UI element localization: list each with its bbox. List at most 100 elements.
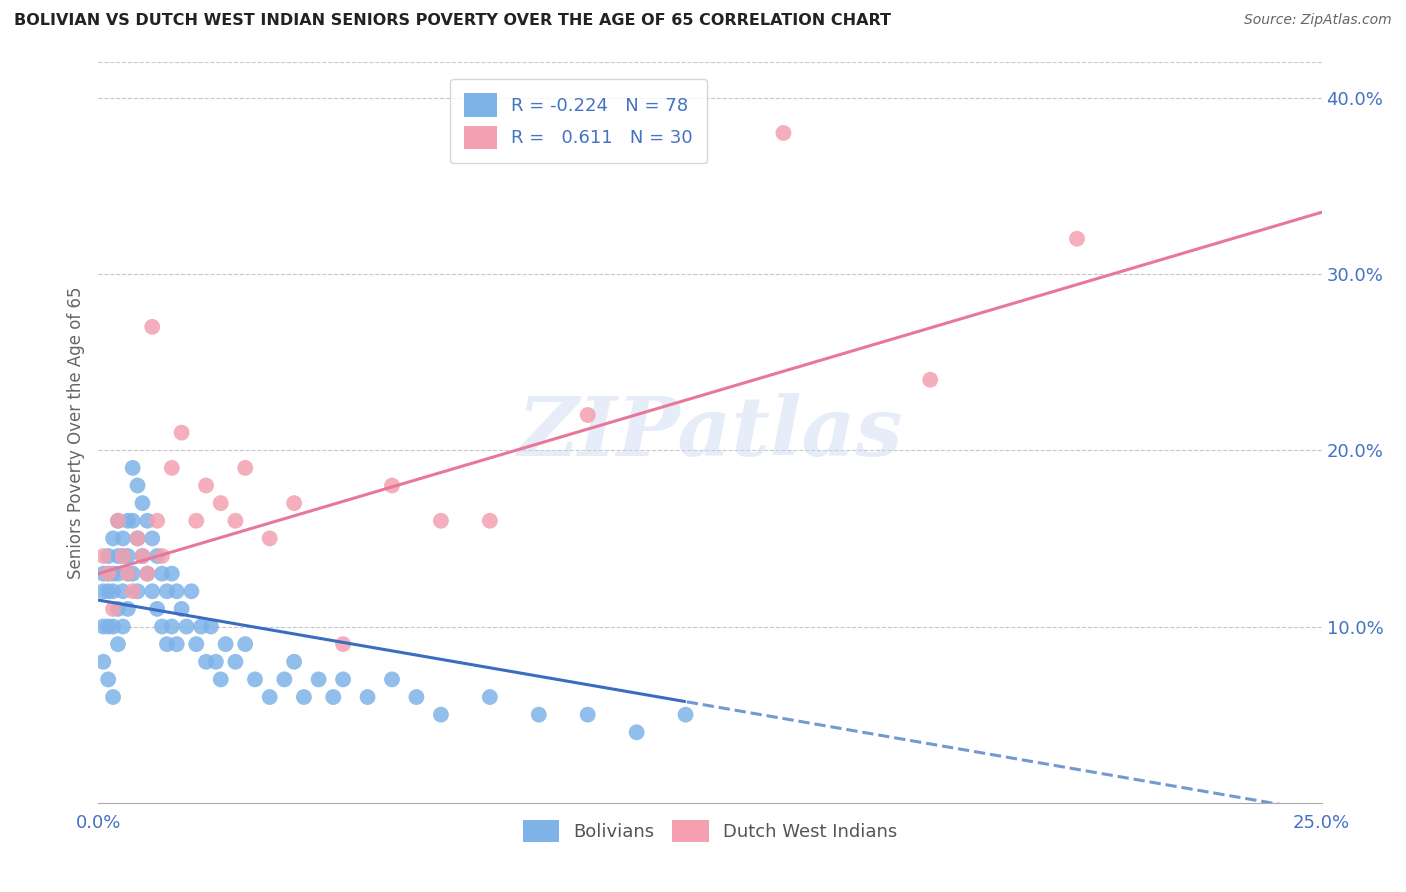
Point (107, 514, 129, 528)
Point (97, 566, 120, 581)
Point (156, 637, 179, 651)
Point (195, 478, 218, 492)
Point (127, 478, 149, 492)
Point (259, 690, 281, 704)
Point (405, 690, 427, 704)
Point (141, 319, 163, 334)
Point (97, 619, 120, 633)
Point (243, 673, 266, 687)
Point (150, 619, 173, 633)
Point (131, 549, 153, 563)
Point (186, 637, 208, 651)
Point (920, 373, 942, 387)
Point (283, 496, 305, 510)
Point (233, 461, 256, 475)
Point (332, 637, 354, 651)
Point (91, 655, 114, 669)
Point (381, 673, 404, 687)
Point (478, 690, 501, 704)
Point (91, 584, 114, 599)
Point (176, 619, 198, 633)
Point (121, 584, 143, 599)
Point (308, 673, 330, 687)
Point (121, 461, 143, 475)
Point (101, 690, 124, 704)
Point (576, 707, 599, 722)
Point (136, 514, 159, 528)
Point (170, 602, 193, 616)
Point (332, 673, 354, 687)
Point (111, 549, 134, 563)
Point (259, 532, 281, 546)
Point (166, 584, 188, 599)
Point (111, 619, 134, 633)
Point (209, 496, 232, 510)
Point (107, 602, 129, 616)
Point (117, 566, 139, 581)
Point (273, 673, 295, 687)
Point (97, 549, 120, 563)
Text: BOLIVIAN VS DUTCH WEST INDIAN SENIORS POVERTY OVER THE AGE OF 65 CORRELATION CHA: BOLIVIAN VS DUTCH WEST INDIAN SENIORS PO… (14, 13, 891, 29)
Point (283, 655, 305, 669)
Point (160, 461, 183, 475)
Point (117, 602, 139, 616)
Point (150, 549, 173, 563)
Point (195, 655, 218, 669)
Point (91, 566, 114, 581)
Point (127, 532, 149, 546)
Point (127, 584, 149, 599)
Point (117, 514, 139, 528)
Point (214, 637, 236, 651)
Point (91, 549, 114, 563)
Point (101, 619, 124, 633)
Point (772, 126, 794, 140)
Point (141, 584, 163, 599)
Y-axis label: Seniors Poverty Over the Age of 65: Seniors Poverty Over the Age of 65 (66, 286, 84, 579)
Point (131, 549, 153, 563)
Point (576, 408, 599, 422)
Point (131, 496, 153, 510)
Point (292, 690, 315, 704)
Point (1066, 232, 1088, 246)
Point (111, 532, 134, 546)
Point (160, 619, 183, 633)
Point (209, 673, 232, 687)
Point (111, 584, 134, 599)
Point (166, 637, 188, 651)
Point (107, 514, 129, 528)
Point (97, 673, 120, 687)
Point (150, 566, 173, 581)
Point (160, 566, 183, 581)
Point (101, 566, 124, 581)
Point (101, 602, 124, 616)
Point (626, 725, 648, 739)
Point (101, 532, 124, 546)
Point (156, 584, 179, 599)
Point (136, 566, 159, 581)
Point (141, 532, 163, 546)
Point (107, 566, 129, 581)
Point (111, 549, 134, 563)
Point (97, 584, 120, 599)
Point (117, 549, 139, 563)
Point (205, 655, 228, 669)
Point (233, 637, 256, 651)
Point (675, 707, 697, 722)
Point (381, 478, 404, 492)
Point (430, 514, 453, 528)
Text: Source: ZipAtlas.com: Source: ZipAtlas.com (1244, 13, 1392, 28)
Legend: Bolivians, Dutch West Indians: Bolivians, Dutch West Indians (516, 813, 904, 849)
Point (107, 549, 129, 563)
Point (322, 690, 344, 704)
Point (170, 425, 193, 440)
Point (101, 584, 124, 599)
Point (91, 619, 114, 633)
Point (190, 619, 212, 633)
Point (356, 690, 378, 704)
Point (146, 549, 169, 563)
Point (121, 566, 143, 581)
Point (97, 566, 120, 581)
Text: ZIPatlas: ZIPatlas (517, 392, 903, 473)
Point (136, 566, 159, 581)
Point (200, 619, 222, 633)
